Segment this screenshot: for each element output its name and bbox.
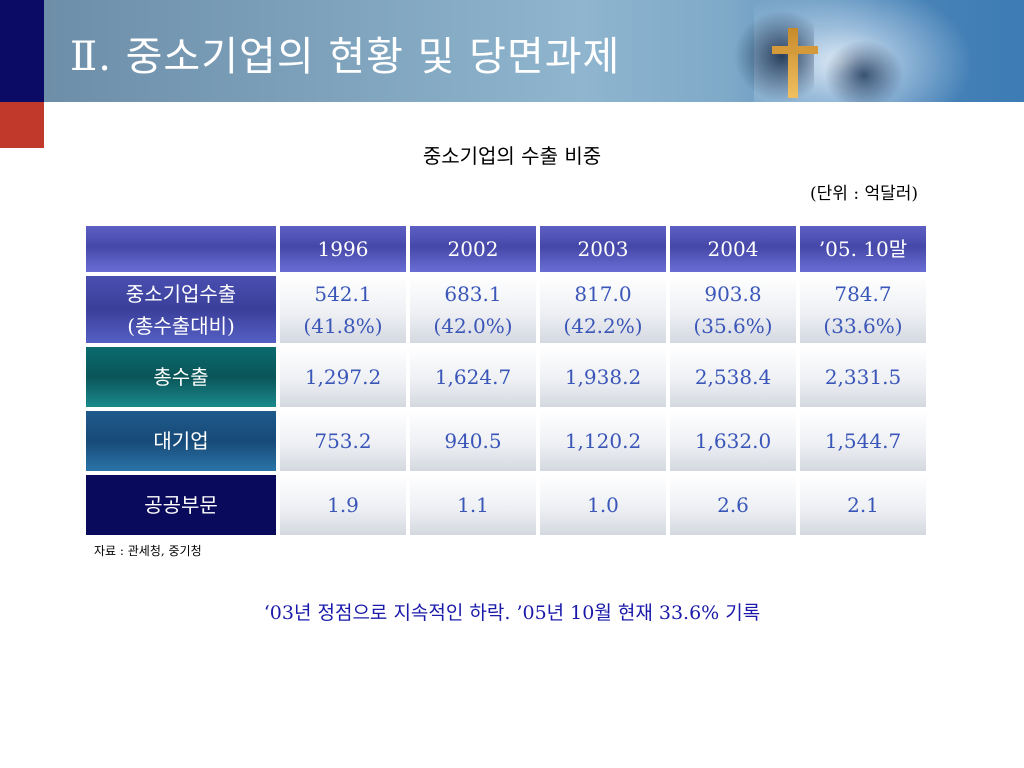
table-cell: 753.2 xyxy=(280,411,406,471)
table-cell: 2.6 xyxy=(670,475,796,535)
row-header-line: 중소기업수출 xyxy=(125,281,237,306)
slide-title: Ⅱ. 중소기업의 현황 및 당면과제 xyxy=(70,34,621,80)
row-header: 대기업 xyxy=(86,411,276,471)
column-header: 2002 xyxy=(410,226,536,272)
row-header: 공공부문 xyxy=(86,475,276,535)
cell-share: (33.6%) xyxy=(823,313,903,338)
cell-value: 817.0 xyxy=(574,281,632,306)
row-header: 총수출 xyxy=(86,347,276,407)
table-cell: 1.0 xyxy=(540,475,666,535)
banner-ornament xyxy=(788,28,798,98)
cell-share: (35.6%) xyxy=(693,313,773,338)
table-cell: 2,331.5 xyxy=(800,347,926,407)
banner-shadow-decoration xyxy=(824,40,904,102)
column-header: 2004 xyxy=(670,226,796,272)
table-cell: 1,544.7 xyxy=(800,411,926,471)
table-corner-cell xyxy=(86,226,276,272)
cell-value: 903.8 xyxy=(704,281,762,306)
row-header-line: (총수출대비) xyxy=(127,313,235,338)
cell-value: 542.1 xyxy=(314,281,372,306)
table-cell: 817.0 (42.2%) xyxy=(540,276,666,343)
table-cell: 542.1 (41.8%) xyxy=(280,276,406,343)
table-cell: 683.1 (42.0%) xyxy=(410,276,536,343)
banner-shadow-decoration xyxy=(734,10,814,102)
left-accent-block xyxy=(0,102,44,148)
banner-ornament xyxy=(772,46,818,54)
table-cell: 1,624.7 xyxy=(410,347,536,407)
row-header: 중소기업수출 (총수출대비) xyxy=(86,276,276,343)
table-cell: 784.7 (33.6%) xyxy=(800,276,926,343)
table-title: 중소기업의 수출 비중 xyxy=(422,144,602,168)
table-cell: 2,538.4 xyxy=(670,347,796,407)
table-row: 공공부문 1.9 1.1 1.0 2.6 2.1 xyxy=(86,475,926,535)
title-banner xyxy=(44,0,1024,102)
table-cell: 1,297.2 xyxy=(280,347,406,407)
table-cell: 1,938.2 xyxy=(540,347,666,407)
table-cell: 903.8 (35.6%) xyxy=(670,276,796,343)
cell-share: (41.8%) xyxy=(303,313,383,338)
table-cell: 2.1 xyxy=(800,475,926,535)
left-accent-bar xyxy=(0,0,44,102)
cell-share: (42.0%) xyxy=(433,313,513,338)
cell-share: (42.2%) xyxy=(563,313,643,338)
table-cell: 1,632.0 xyxy=(670,411,796,471)
table-cell: 1.9 xyxy=(280,475,406,535)
cell-value: 683.1 xyxy=(444,281,502,306)
table-unit: (단위 : 억달러) xyxy=(810,184,918,204)
table-row: 총수출 1,297.2 1,624.7 1,938.2 2,538.4 2,33… xyxy=(86,347,926,407)
source-note: 자료 : 관세청, 중기청 xyxy=(94,544,202,558)
table-header-row: 1996 2002 2003 2004 ’05. 10말 xyxy=(86,226,926,272)
summary-note: ‘03년 정점으로 지속적인 하락. ’05년 10월 현재 33.6% 기록 xyxy=(263,602,761,624)
column-header: 2003 xyxy=(540,226,666,272)
table-cell: 940.5 xyxy=(410,411,536,471)
table-row: 대기업 753.2 940.5 1,120.2 1,632.0 1,544.7 xyxy=(86,411,926,471)
column-header: ’05. 10말 xyxy=(800,226,926,272)
cell-value: 784.7 xyxy=(834,281,892,306)
export-share-table: 1996 2002 2003 2004 ’05. 10말 중소기업수출 (총수출… xyxy=(82,222,930,539)
table-row: 중소기업수출 (총수출대비) 542.1 (41.8%) 683.1 (42.0… xyxy=(86,276,926,343)
table-cell: 1,120.2 xyxy=(540,411,666,471)
table-cell: 1.1 xyxy=(410,475,536,535)
column-header: 1996 xyxy=(280,226,406,272)
